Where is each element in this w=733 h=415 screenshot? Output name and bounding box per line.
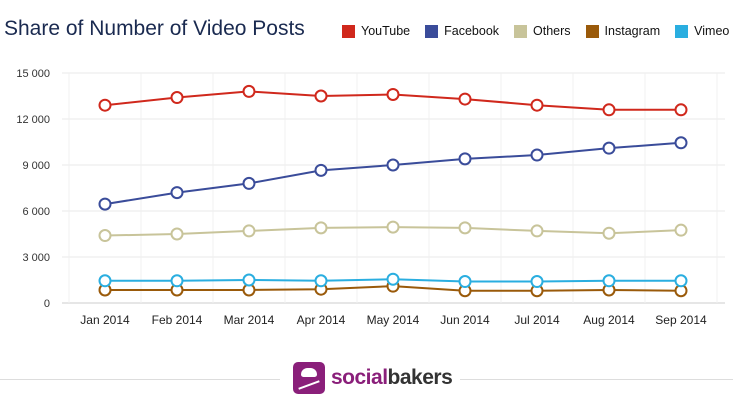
chart-title: Share of Number of Video Posts bbox=[4, 17, 305, 40]
data-point-vimeo bbox=[674, 274, 688, 288]
x-tick-label: May 2014 bbox=[367, 313, 420, 327]
x-tick-label: Jul 2014 bbox=[514, 313, 560, 327]
data-point-youtube bbox=[530, 98, 544, 112]
x-tick-label: Aug 2014 bbox=[583, 313, 635, 327]
data-point-facebook bbox=[242, 176, 256, 190]
brand-bakers: bakers bbox=[387, 366, 453, 389]
data-point-vimeo bbox=[602, 274, 616, 288]
x-tick-label: Feb 2014 bbox=[152, 313, 203, 327]
y-tick-label: 3 000 bbox=[22, 252, 50, 264]
series-line-facebook bbox=[104, 141, 682, 206]
y-tick-label: 12 000 bbox=[16, 114, 50, 126]
x-tick-label: Mar 2014 bbox=[224, 313, 275, 327]
legend-swatch bbox=[675, 24, 689, 38]
data-point-youtube bbox=[458, 92, 472, 106]
data-point-vimeo bbox=[314, 274, 328, 288]
data-point-others bbox=[674, 223, 688, 237]
data-point-others bbox=[98, 229, 112, 243]
data-point-facebook bbox=[98, 197, 112, 211]
legend-label: YouTube bbox=[361, 24, 411, 38]
data-point-others bbox=[170, 227, 184, 241]
x-tick-label: Sep 2014 bbox=[655, 313, 707, 327]
legend-swatch bbox=[425, 24, 439, 38]
footer-divider-right bbox=[460, 379, 733, 380]
data-point-facebook bbox=[170, 186, 184, 200]
data-point-youtube bbox=[386, 87, 400, 101]
data-point-vimeo bbox=[242, 273, 256, 287]
data-point-facebook bbox=[458, 152, 472, 166]
data-point-facebook bbox=[602, 141, 616, 155]
x-tick-label: Apr 2014 bbox=[297, 313, 346, 327]
brand-social: social bbox=[331, 366, 388, 389]
legend: YouTube Facebook Others Instagram Vimeo bbox=[342, 24, 733, 38]
data-point-facebook bbox=[530, 148, 544, 162]
data-point-youtube bbox=[314, 89, 328, 103]
data-point-vimeo bbox=[458, 275, 472, 289]
y-tick-label: 0 bbox=[44, 298, 50, 310]
data-point-facebook bbox=[674, 136, 688, 150]
legend-item-youtube[interactable]: YouTube bbox=[342, 24, 410, 38]
y-tick-label: 6 000 bbox=[22, 206, 50, 218]
legend-swatch bbox=[514, 24, 528, 38]
data-point-others bbox=[242, 224, 256, 238]
data-point-facebook bbox=[386, 158, 400, 172]
x-tick-label: Jun 2014 bbox=[440, 313, 490, 327]
legend-swatch bbox=[342, 24, 355, 38]
data-point-youtube bbox=[242, 84, 256, 98]
legend-item-vimeo[interactable]: Vimeo bbox=[675, 24, 729, 38]
legend-item-others[interactable]: Others bbox=[514, 24, 571, 38]
data-point-others bbox=[530, 224, 544, 238]
legend-item-facebook[interactable]: Facebook bbox=[425, 24, 499, 38]
legend-label: Others bbox=[533, 24, 571, 38]
data-point-others bbox=[602, 226, 616, 240]
data-point-vimeo bbox=[530, 275, 544, 289]
data-point-youtube bbox=[602, 103, 616, 117]
legend-item-instagram[interactable]: Instagram bbox=[585, 24, 661, 38]
data-point-others bbox=[386, 220, 400, 234]
legend-label: Instagram bbox=[604, 24, 661, 38]
data-point-youtube bbox=[674, 103, 688, 117]
socialbakers-logo: socialbakers bbox=[293, 362, 453, 394]
x-tick-label: Jan 2014 bbox=[80, 313, 130, 327]
legend-swatch bbox=[585, 24, 599, 38]
data-point-youtube bbox=[98, 98, 112, 112]
data-point-others bbox=[458, 221, 472, 235]
data-point-youtube bbox=[170, 91, 184, 105]
logo-mark-icon bbox=[293, 362, 325, 394]
data-point-vimeo bbox=[170, 274, 184, 288]
data-point-facebook bbox=[314, 163, 328, 177]
y-tick-label: 15 000 bbox=[16, 68, 50, 80]
footer-divider-left bbox=[0, 379, 280, 380]
data-point-others bbox=[314, 221, 328, 235]
legend-label: Vimeo bbox=[694, 24, 730, 38]
data-point-vimeo bbox=[386, 272, 400, 286]
data-point-vimeo bbox=[98, 274, 112, 288]
legend-label: Facebook bbox=[444, 24, 500, 38]
y-tick-label: 9 000 bbox=[22, 160, 50, 172]
